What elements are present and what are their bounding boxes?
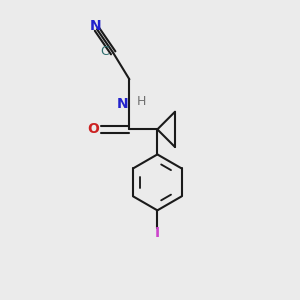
- Text: O: O: [87, 122, 99, 136]
- Text: I: I: [155, 226, 160, 240]
- Text: C: C: [100, 45, 109, 58]
- Text: N: N: [90, 19, 101, 33]
- Text: H: H: [137, 95, 146, 108]
- Text: N: N: [117, 98, 129, 111]
